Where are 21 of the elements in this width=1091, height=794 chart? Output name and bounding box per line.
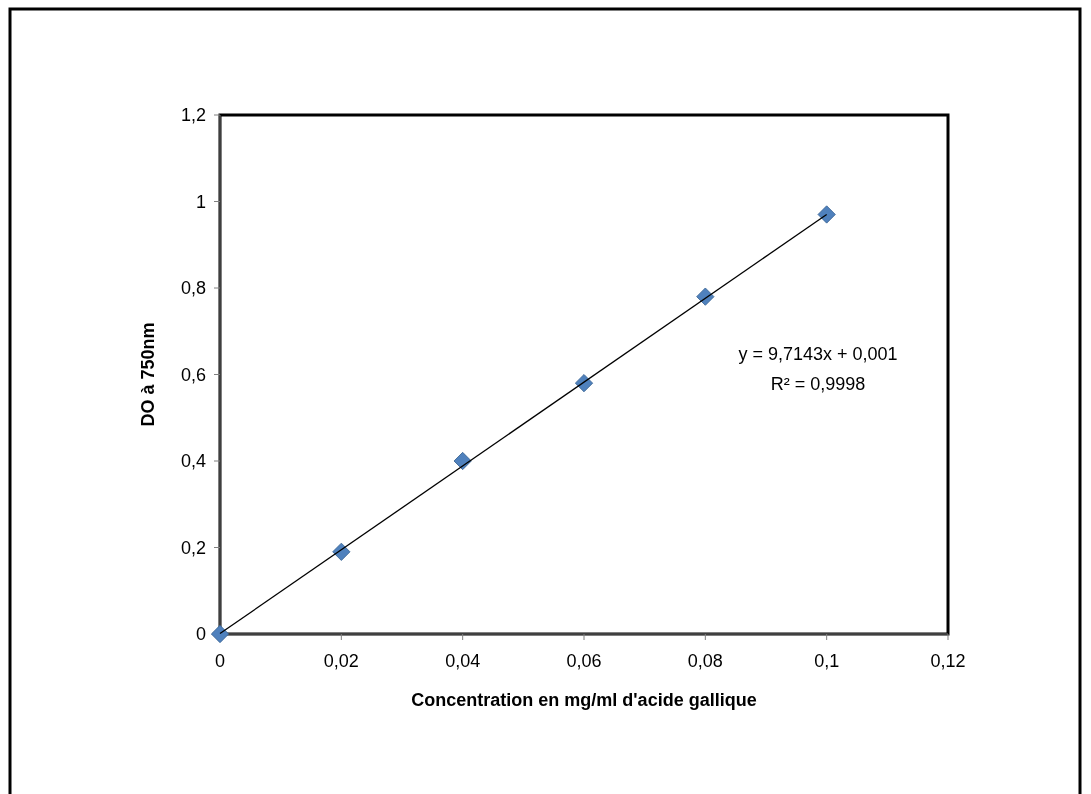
x-tick-label: 0,04	[445, 651, 481, 671]
y-tick-label: 0	[195, 624, 206, 645]
x-tick-label: 0,06	[566, 651, 602, 671]
x-tick-label: 0,12	[930, 651, 966, 671]
x-axis-title: Concentration en mg/ml d'acide gallique	[411, 690, 757, 710]
x-tick-label: 0,1	[814, 651, 840, 671]
point	[210, 624, 230, 644]
y-tick-label: 0,2	[180, 537, 206, 558]
annotation: y = 9,7143x + 0,001	[738, 344, 898, 364]
x-tick-label: 0	[214, 651, 226, 671]
y-tick-label: 1	[195, 191, 206, 212]
point	[817, 205, 836, 224]
x-tick-label: 0,08	[687, 651, 723, 671]
y-tick-label: 1,2	[180, 105, 206, 126]
annotation: R² = 0,9998	[770, 374, 866, 394]
y-tick-label: 0,6	[180, 364, 206, 385]
point	[332, 542, 351, 561]
y-tick-label: 0,8	[180, 278, 206, 299]
y-axis-title: DO à 750nm	[138, 322, 158, 427]
y-tick-label: 0,4	[180, 451, 206, 472]
x-tick-label: 0,02	[323, 651, 359, 671]
